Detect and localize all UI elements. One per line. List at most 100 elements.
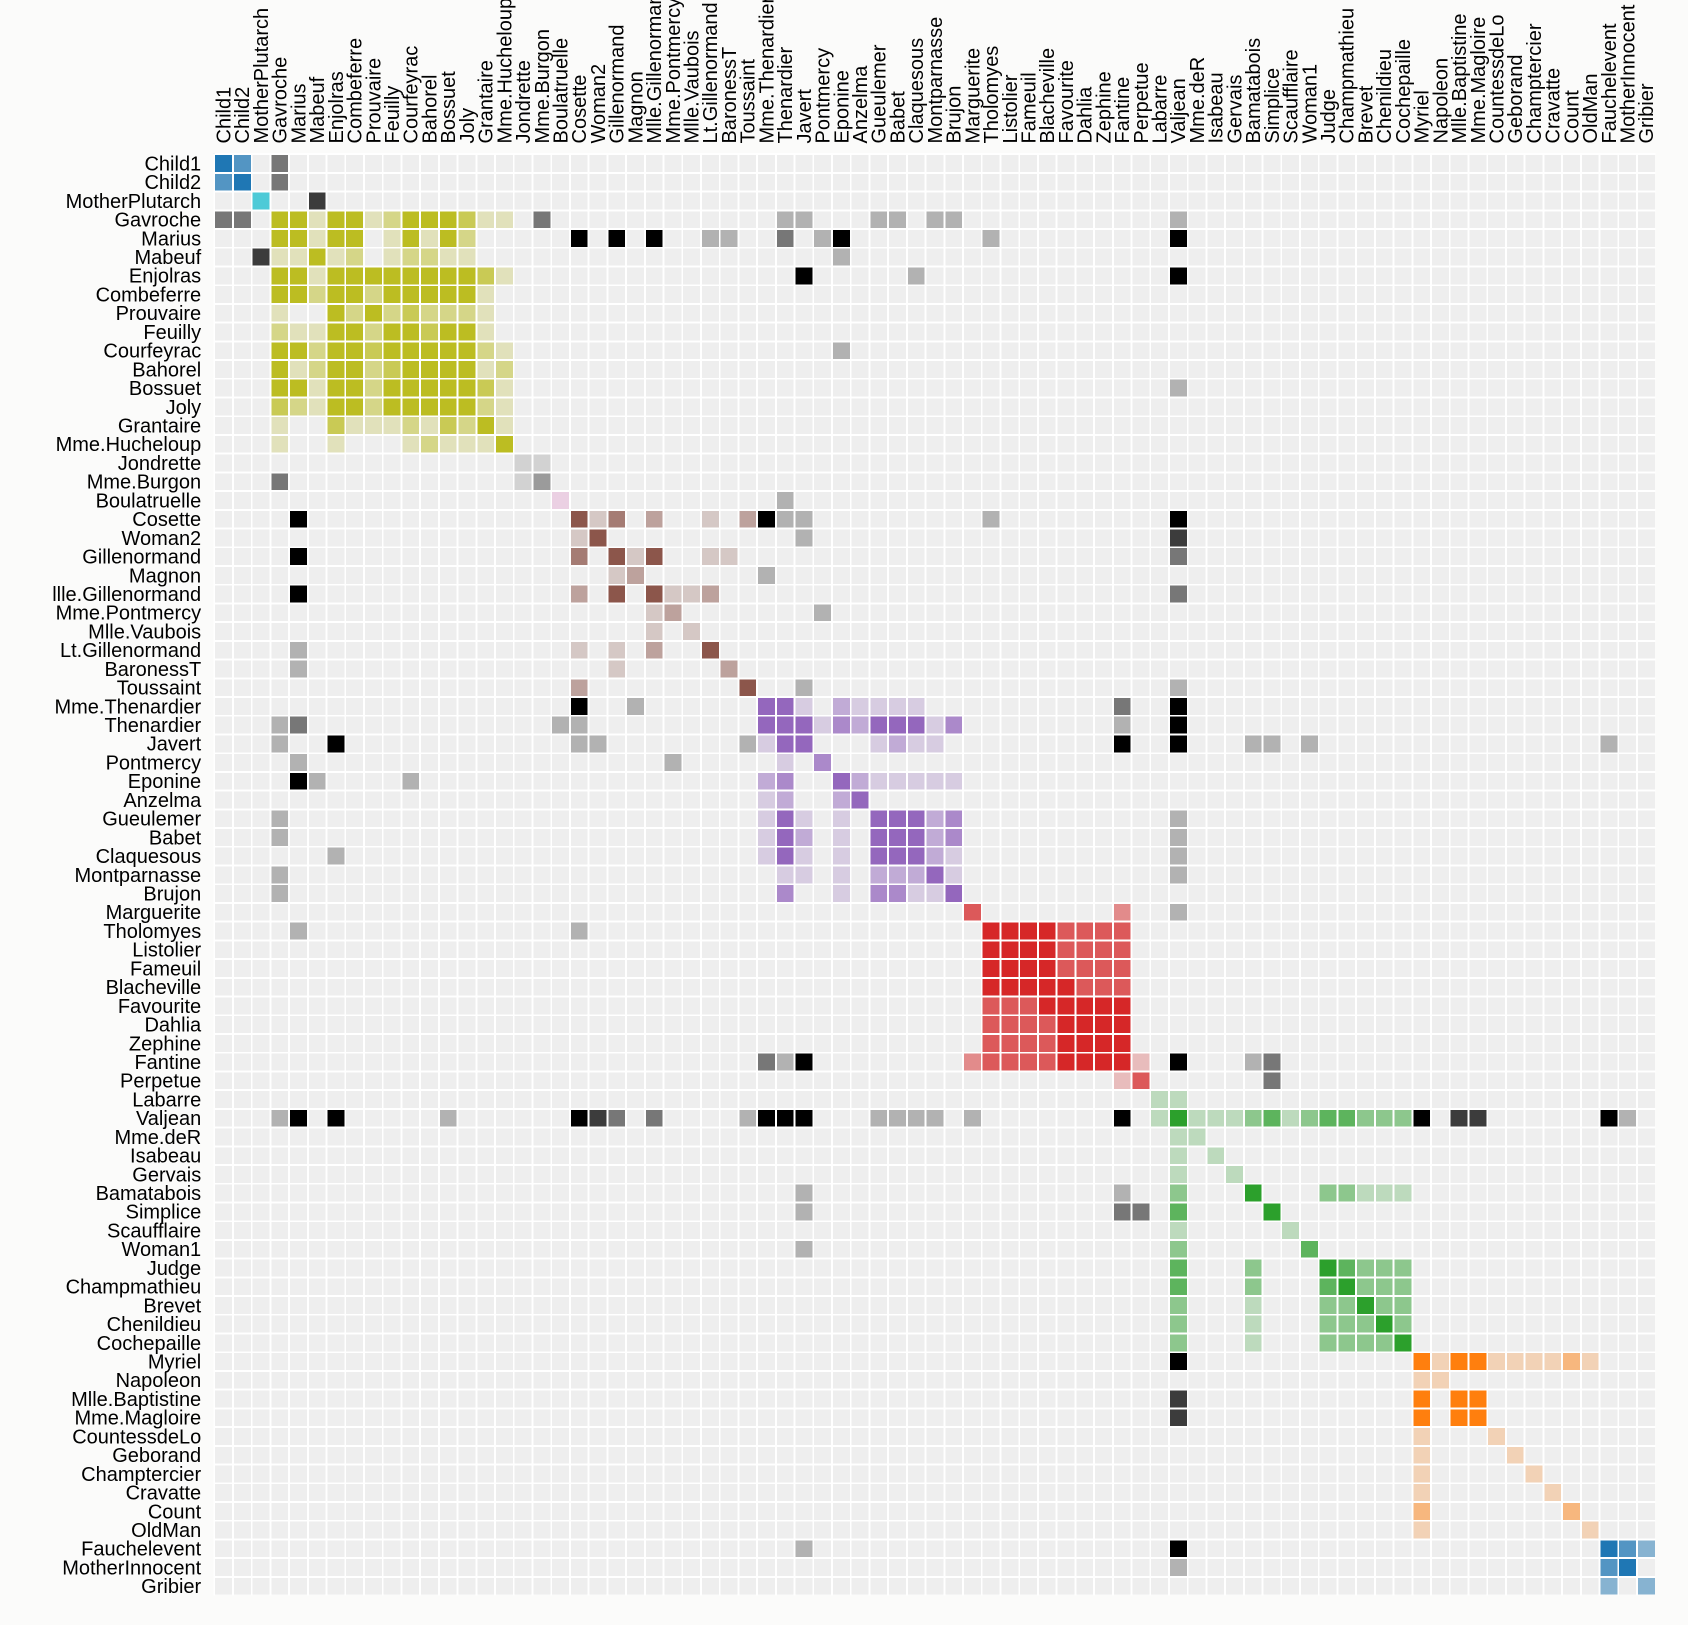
svg-text:llle.Gillenormand: llle.Gillenormand [52,584,201,606]
svg-text:Mme.Thenardier: Mme.Thenardier [756,0,778,144]
svg-text:Mabeuf: Mabeuf [134,247,201,269]
svg-text:BaronessT: BaronessT [104,659,201,681]
svg-text:Child2: Child2 [232,87,254,144]
svg-text:Claquesous: Claquesous [906,38,928,144]
svg-text:Joly: Joly [166,397,202,419]
svg-text:Magnon: Magnon [129,565,201,587]
svg-text:Montparnasse: Montparnasse [74,865,201,887]
svg-text:Fantine: Fantine [1112,77,1134,144]
svg-text:Lt.Gillenormand: Lt.Gillenormand [700,2,722,143]
svg-text:Fantine: Fantine [134,1052,201,1074]
svg-text:Geborand: Geborand [1505,55,1527,144]
svg-text:Marguerite: Marguerite [106,902,202,924]
svg-text:Grantaire: Grantaire [476,60,498,143]
svg-text:Mabeuf: Mabeuf [307,76,329,143]
svg-text:Cosette: Cosette [132,509,201,531]
svg-text:Zephine: Zephine [1093,71,1115,143]
svg-text:Zephine: Zephine [129,1033,201,1055]
svg-text:Marius: Marius [141,228,201,250]
svg-text:Thenardier: Thenardier [104,715,201,737]
svg-text:Boulatruelle: Boulatruelle [96,490,202,512]
svg-text:Listolier: Listolier [1000,74,1022,143]
svg-text:Mlle.Baptistine: Mlle.Baptistine [1449,13,1471,143]
svg-text:Gervais: Gervais [132,1164,201,1186]
svg-text:Bossuet: Bossuet [438,71,460,144]
svg-text:Isabeau: Isabeau [1206,72,1228,143]
svg-text:Enjolras: Enjolras [129,266,201,288]
svg-text:Mme.Pontmercy: Mme.Pontmercy [56,603,202,625]
svg-text:Bahorel: Bahorel [132,359,201,381]
svg-text:Fameuil: Fameuil [1018,72,1040,143]
svg-text:Jondrette: Jondrette [118,453,201,475]
svg-text:Pontmercy: Pontmercy [813,48,835,144]
svg-text:Mme.Hucheloup: Mme.Hucheloup [494,0,516,144]
svg-text:Judge: Judge [1318,89,1340,144]
svg-text:Mme.Burgon: Mme.Burgon [532,29,554,144]
svg-text:Cravatte: Cravatte [126,1483,202,1505]
svg-text:Mme.Magloire: Mme.Magloire [74,1408,201,1430]
svg-text:Gillenormand: Gillenormand [82,547,201,569]
svg-text:Mme.Pontmercy: Mme.Pontmercy [663,0,685,144]
svg-text:Gavroche: Gavroche [270,57,292,144]
svg-text:Listolier: Listolier [132,940,201,962]
svg-text:Fauchelevent: Fauchelevent [81,1539,202,1561]
svg-text:Myriel: Myriel [1412,90,1434,143]
svg-text:Gueulemer: Gueulemer [102,809,201,831]
svg-text:Anzelma: Anzelma [123,790,202,812]
svg-text:MotherInnocent: MotherInnocent [1618,4,1640,143]
svg-text:BaronessT: BaronessT [719,47,741,144]
svg-text:Gribier: Gribier [141,1576,201,1598]
svg-text:Mme.Magloire: Mme.Magloire [1468,17,1490,144]
svg-text:Feuilly: Feuilly [382,86,404,144]
svg-text:Courfeyrac: Courfeyrac [401,46,423,144]
svg-text:MotherPlutarch: MotherPlutarch [66,191,202,213]
svg-text:Feuilly: Feuilly [143,322,201,344]
svg-text:Simplice: Simplice [1262,68,1284,144]
svg-text:Cravatte: Cravatte [1543,68,1565,144]
svg-text:Dahlia: Dahlia [1075,86,1097,144]
svg-text:Bamatabois: Bamatabois [96,1183,202,1205]
svg-text:Myriel: Myriel [148,1352,201,1374]
svg-text:Champtercier: Champtercier [1524,23,1546,143]
svg-text:Marius: Marius [288,83,310,143]
svg-text:Javert: Javert [794,89,816,144]
svg-text:Enjolras: Enjolras [326,71,348,143]
svg-text:Gillenormand: Gillenormand [607,25,629,144]
svg-text:OldMan: OldMan [131,1520,201,1542]
svg-text:Cosette: Cosette [569,75,591,144]
svg-text:Blacheville: Blacheville [106,977,202,999]
svg-text:Thenardier: Thenardier [775,46,797,143]
svg-text:Valjean: Valjean [1168,78,1190,143]
svg-text:Labarre: Labarre [132,1089,201,1111]
svg-text:Brujon: Brujon [944,86,966,144]
svg-text:Joly: Joly [457,108,479,144]
svg-text:Mlle.Vaubois: Mlle.Vaubois [88,621,201,643]
svg-text:Grantaire: Grantaire [118,416,201,438]
svg-text:Mme.deR: Mme.deR [1187,57,1209,144]
svg-text:Simplice: Simplice [126,1202,202,1224]
svg-text:Mme.deR: Mme.deR [114,1127,201,1149]
svg-text:Valjean: Valjean [136,1108,201,1130]
svg-text:Judge: Judge [147,1258,202,1280]
svg-text:Count: Count [148,1501,202,1523]
svg-text:Bossuet: Bossuet [129,378,202,400]
svg-text:OldMan: OldMan [1580,73,1602,143]
svg-text:CountessdeLo: CountessdeLo [1486,15,1508,144]
svg-text:Woman1: Woman1 [122,1239,202,1261]
svg-text:Perpetue: Perpetue [120,1071,201,1093]
svg-text:Combeferre: Combeferre [96,284,202,306]
svg-text:MotherInnocent: MotherInnocent [62,1557,201,1579]
svg-text:Blacheville: Blacheville [1037,48,1059,144]
svg-text:Bahorel: Bahorel [419,75,441,144]
svg-text:Combeferre: Combeferre [345,38,367,144]
svg-text:Anzelma: Anzelma [850,65,872,144]
svg-text:Marguerite: Marguerite [962,48,984,144]
svg-text:Scaufflaire: Scaufflaire [1281,49,1303,143]
svg-text:Woman2: Woman2 [122,528,202,550]
svg-text:Chenildieu: Chenildieu [107,1314,202,1336]
svg-text:Courfeyrac: Courfeyrac [103,341,201,363]
svg-text:Gervais: Gervais [1224,75,1246,144]
svg-text:Prouvaire: Prouvaire [363,58,385,144]
svg-text:Brevet: Brevet [143,1295,201,1317]
svg-text:Scaufflaire: Scaufflaire [107,1220,201,1242]
